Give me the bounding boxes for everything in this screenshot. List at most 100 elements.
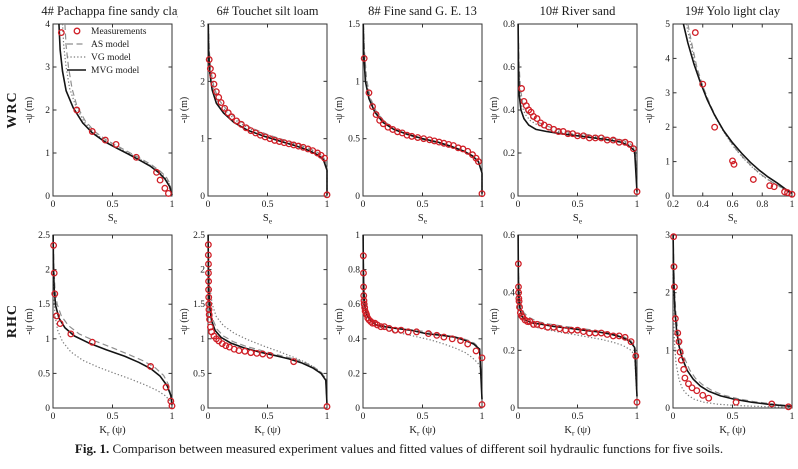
measurement-marker — [101, 136, 109, 144]
measurement-marker — [464, 340, 472, 348]
model-curve-dashed — [517, 23, 638, 192]
y-tick-label: 1 — [45, 149, 50, 159]
measurement-marker — [259, 350, 267, 358]
model-curve-dotted — [362, 23, 483, 194]
measurement-marker — [688, 384, 696, 392]
measurement-marker — [204, 241, 212, 249]
x-axis-label: Kr (ψ) — [99, 425, 126, 438]
measurement-marker — [670, 283, 678, 291]
y-axis-label: -ψ (m) — [489, 97, 500, 124]
measurement-marker — [360, 269, 367, 277]
model-curve-dashed — [362, 23, 483, 194]
x-axis-label: Se — [263, 213, 273, 226]
model-curve-solid — [207, 234, 328, 405]
measurement-marker — [360, 54, 368, 62]
measurement-marker — [385, 324, 393, 332]
measurement-marker — [242, 124, 250, 132]
y-tick-label: 1 — [200, 135, 205, 145]
measurement-marker — [369, 103, 376, 111]
measurement-marker — [674, 329, 682, 337]
rhc-plot-row: 0 0.5 1 0 0.5 1 1.5 2 2.5 -ψ (m) Kr (ψ) 0 0.5 1 0 0.5 1… — [23, 228, 798, 440]
x-tick-label: 0 — [516, 412, 521, 422]
model-curve-solid — [517, 234, 638, 397]
measurement-marker — [168, 402, 176, 410]
subplot-rhc-touchet: 0 0.5 1 0 0.5 1 1.5 2 2.5 -ψ (m) Kr (ψ) — [178, 228, 333, 440]
measurement-marker — [711, 123, 719, 131]
measurement-marker — [210, 80, 218, 88]
x-tick-label: 0.5 — [417, 412, 429, 422]
measurement-marker — [579, 328, 587, 336]
y-tick-label: 1 — [355, 77, 360, 87]
model-curve-solid — [672, 234, 793, 408]
measurement-marker — [518, 312, 526, 320]
y-tick-label: 2 — [200, 266, 205, 276]
measurement-marker — [373, 321, 381, 329]
y-tick-label: 0.6 — [348, 300, 360, 310]
measurement-marker — [365, 89, 373, 97]
x-tick-label: 0.8 — [756, 200, 768, 210]
chart-canvas: 0 0.5 1 0 0.2 0.4 0.6 0.8 1 -ψ (m) Kr (ψ) — [334, 231, 486, 438]
measurement-marker — [156, 176, 164, 184]
model-curve-solid — [207, 23, 328, 195]
measurement-marker — [53, 312, 61, 320]
y-tick-label: 0 — [510, 192, 515, 202]
caption-text: Comparison between measured experiment v… — [112, 441, 724, 456]
measurement-marker — [247, 349, 255, 357]
measurement-marker — [693, 387, 701, 395]
y-tick-label: 0 — [45, 404, 50, 414]
measurement-marker — [518, 85, 526, 92]
axes-box — [517, 23, 638, 197]
measurement-marker — [781, 188, 789, 196]
y-axis-label: -ψ (m) — [179, 308, 190, 335]
model-curve-dashed — [687, 23, 793, 196]
y-tick-label: 0.4 — [503, 289, 515, 299]
x-tick-label: 0.2 — [667, 200, 679, 210]
x-axis-label: Se — [108, 213, 118, 226]
measurement-marker — [205, 286, 213, 294]
measurement-marker — [699, 391, 707, 399]
measurement-marker — [323, 403, 331, 411]
measurement-marker — [675, 338, 683, 346]
measurement-marker — [237, 120, 245, 128]
measurement-marker — [153, 168, 160, 176]
chart-canvas: 0 0.5 1 0 0.2 0.4 0.6 -ψ (m) Kr (ψ) — [489, 231, 641, 438]
measurement-marker — [469, 151, 476, 159]
y-tick-label: 0 — [510, 404, 515, 414]
y-tick-label: 2.5 — [38, 231, 50, 241]
model-curve-dotted — [61, 23, 173, 195]
measurement-marker — [241, 347, 249, 355]
x-tick-label: 1 — [635, 200, 640, 210]
x-tick-label: 0.5 — [727, 412, 739, 422]
measurement-marker — [478, 401, 486, 408]
measurement-marker — [224, 109, 232, 117]
x-axis-label: Kr (ψ) — [254, 425, 281, 438]
measurement-marker — [766, 182, 774, 190]
legend-item-label: AS model — [91, 40, 130, 50]
subplot-title: 19# Yolo light clay — [685, 4, 781, 18]
chart-canvas: 0 0.5 1 0 0.2 0.4 0.6 0.8 -ψ (m) Se 10# River sand — [489, 4, 641, 226]
model-curve-solid — [362, 234, 483, 400]
subplot-title: 8# Fine sand G. E. 13 — [368, 4, 477, 18]
measurement-marker — [433, 331, 441, 339]
measurement-marker — [676, 348, 684, 356]
x-tick-label: 0 — [516, 200, 521, 210]
measurement-marker — [691, 29, 699, 37]
y-axis-label: -ψ (m) — [644, 308, 655, 335]
model-curve-solid — [52, 234, 173, 406]
measurement-marker — [379, 120, 387, 128]
model-curve-solid — [682, 23, 793, 194]
y-tick-label: 0 — [665, 404, 670, 414]
y-tick-label: 1.5 — [348, 20, 360, 30]
axes-box — [207, 234, 328, 409]
x-axis-label: Kr (ψ) — [564, 425, 591, 438]
caption-label: Fig. 1. — [74, 441, 110, 456]
y-tick-label: 0.5 — [193, 369, 205, 379]
subplot-wrc-river-sand: 0 0.5 1 0 0.2 0.4 0.6 0.8 -ψ (m) Se 10# River sand — [488, 0, 643, 228]
measurement-marker — [670, 233, 678, 241]
y-tick-label: 0.8 — [348, 266, 360, 276]
measurement-marker — [233, 117, 241, 125]
y-tick-label: 2 — [665, 289, 670, 299]
measurement-marker — [206, 315, 213, 323]
measurement-marker — [464, 147, 472, 155]
